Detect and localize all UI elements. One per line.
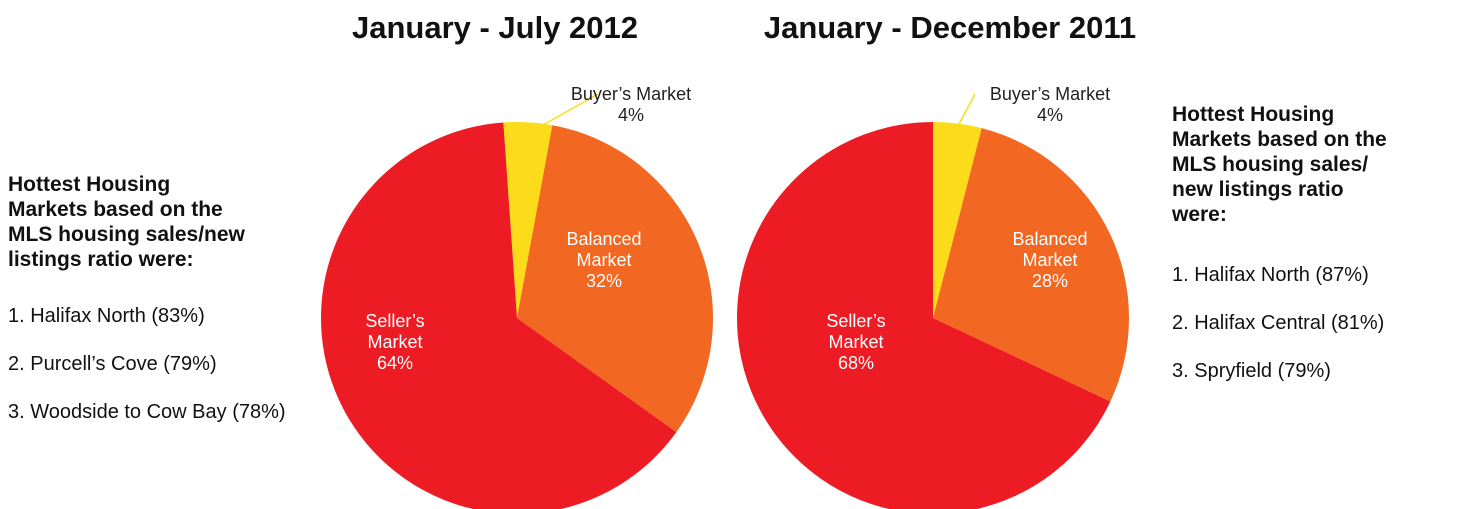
- slice-name: Seller’s Market: [826, 311, 886, 352]
- pie-slice: [321, 122, 677, 509]
- panel-heading: were:: [1172, 203, 1227, 226]
- slice-label: Buyer’s Market 4%: [950, 84, 1150, 126]
- slice-name: Buyer’s Market: [570, 84, 692, 104]
- slice-name: Buyer’s Market: [989, 84, 1111, 104]
- slice-name: Seller’s Market: [365, 311, 425, 352]
- slice-name: Balanced Market: [566, 229, 642, 270]
- slice-label: Balanced Market 28%: [1000, 229, 1100, 292]
- panel-item: 3. Spryfield (79%): [1172, 360, 1331, 382]
- slice-value: 4%: [617, 105, 644, 125]
- chart-title: January - December 2011: [763, 10, 1137, 45]
- panel-item: 1. Halifax North (83%): [8, 305, 205, 327]
- panel-heading: MLS housing sales/: [1172, 153, 1369, 176]
- panel-item: 3. Woodside to Cow Bay (78%): [8, 401, 286, 423]
- left-panel: Hottest Housing Markets based on the MLS h…: [8, 172, 302, 427]
- pie-slice: [737, 122, 1111, 509]
- pie-slice: [933, 128, 1129, 402]
- leader-line: [957, 93, 976, 127]
- slice-value: 68%: [837, 353, 875, 373]
- slice-value: 28%: [1031, 271, 1069, 291]
- slice-label: Seller’s Market 68%: [811, 311, 901, 374]
- leader-line: [542, 93, 599, 126]
- panel-heading: MLS housing sales/new: [8, 223, 245, 246]
- panel-item: 1. Halifax North (87%): [1172, 264, 1369, 286]
- panel-heading: Hottest Housing: [8, 173, 171, 196]
- slice-value: 4%: [1036, 105, 1063, 125]
- slice-name: Balanced Market: [1012, 229, 1088, 270]
- panel-item: 2. Purcell’s Cove (79%): [8, 353, 217, 375]
- chart-title: January - July 2012: [351, 10, 639, 45]
- slice-value: 32%: [585, 271, 623, 291]
- panel-heading: listings ratio were:: [8, 248, 194, 271]
- panel-heading: Hottest Housing: [1172, 103, 1335, 126]
- panel-heading: new listings ratio: [1172, 178, 1344, 201]
- slice-label: Balanced Market 32%: [554, 229, 654, 292]
- right-panel: Hottest Housing Markets based on the MLS h…: [1172, 102, 1459, 386]
- panel-heading: Markets based on the: [8, 198, 223, 221]
- pie-slice: [503, 122, 553, 319]
- pie-slice: [517, 125, 713, 433]
- slice-label: Seller’s Market 64%: [350, 311, 440, 374]
- slice-label: Buyer’s Market 4%: [531, 84, 731, 126]
- panel-heading: Markets based on the: [1172, 128, 1387, 151]
- pie-slice: [933, 122, 982, 318]
- panel-item: 2. Halifax Central (81%): [1172, 312, 1385, 334]
- slice-value: 64%: [376, 353, 414, 373]
